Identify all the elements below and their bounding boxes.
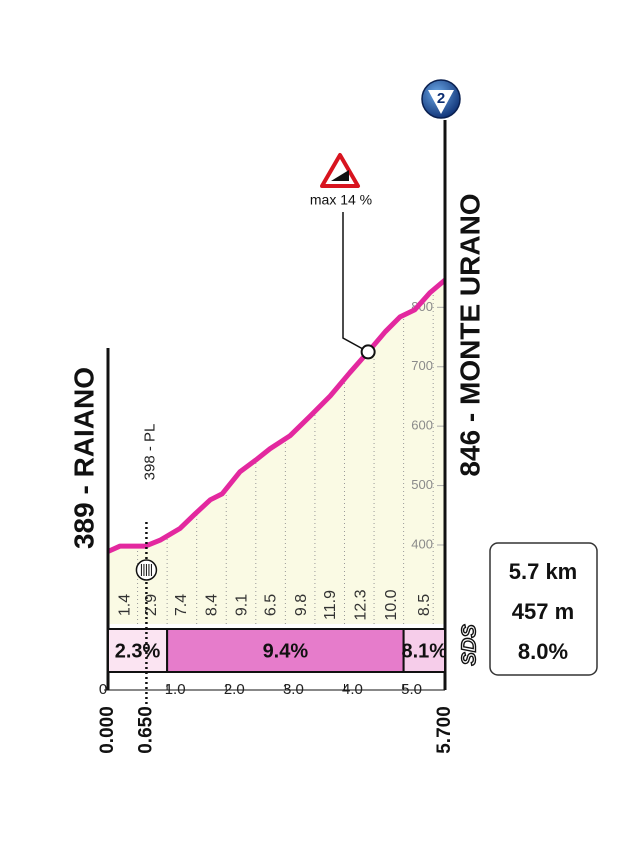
gradient-label: 7.4: [173, 594, 190, 616]
section-label: 9.4%: [263, 640, 309, 662]
badge-triangle: [428, 90, 454, 114]
x-tick-label: 2.0: [224, 681, 245, 698]
gradient-label: 11.9: [322, 590, 339, 620]
summary-line: 5.7 km: [509, 559, 578, 584]
warning-sign: [320, 153, 360, 188]
distance-label: 0.000: [97, 706, 118, 754]
summary-line: 457 m: [512, 599, 574, 624]
max-pointer: [342, 212, 369, 353]
y-tick-label: 700: [411, 358, 433, 373]
max-marker: [360, 344, 376, 360]
gradient-label: 10.0: [383, 589, 400, 620]
max-gradient-label: max 14 %: [310, 192, 372, 208]
summary-line: 8.0%: [518, 639, 568, 664]
x-tick-label: 3.0: [283, 681, 304, 698]
summary-box: [489, 542, 598, 676]
x-tick-label: 0: [99, 681, 107, 698]
section-label: 8.1%: [402, 640, 448, 662]
gradient-label: 2.9: [143, 594, 160, 616]
y-tick-label: 600: [411, 418, 433, 433]
finish-name: 846 - MONTE URANO: [454, 193, 485, 476]
section-bar: [402, 628, 447, 673]
gradient-label: 9.8: [293, 594, 310, 616]
section-bar: [107, 628, 169, 673]
x-tick-label: 4.0: [342, 681, 363, 698]
gradient-label: 1.4: [116, 594, 133, 616]
badge-number: 2: [437, 90, 445, 107]
section-label: 2.3%: [115, 640, 161, 662]
intermediate-label: 398 - PL: [141, 424, 158, 481]
distance-label: 0.650: [135, 706, 156, 754]
profile-line: [106, 278, 447, 554]
gradient-label: 8.5: [416, 594, 433, 616]
x-tick-label: 5.0: [401, 681, 422, 698]
gradient-label: 12.3: [352, 589, 369, 620]
y-tick-label: 500: [411, 477, 433, 492]
warning-slope: [331, 170, 349, 181]
section-bar: [166, 628, 405, 673]
gradient-label: 6.5: [262, 594, 279, 616]
logo: SDS: [458, 624, 480, 666]
distance-label: 5.700: [434, 706, 455, 754]
x-tick-label: 1.0: [165, 681, 186, 698]
gradient-label: 8.4: [203, 594, 220, 616]
y-tick-label: 400: [411, 536, 433, 551]
start-name: 389 - RAIANO: [68, 367, 99, 549]
gradient-label: 9.1: [233, 594, 250, 616]
area-fill: [108, 280, 445, 624]
